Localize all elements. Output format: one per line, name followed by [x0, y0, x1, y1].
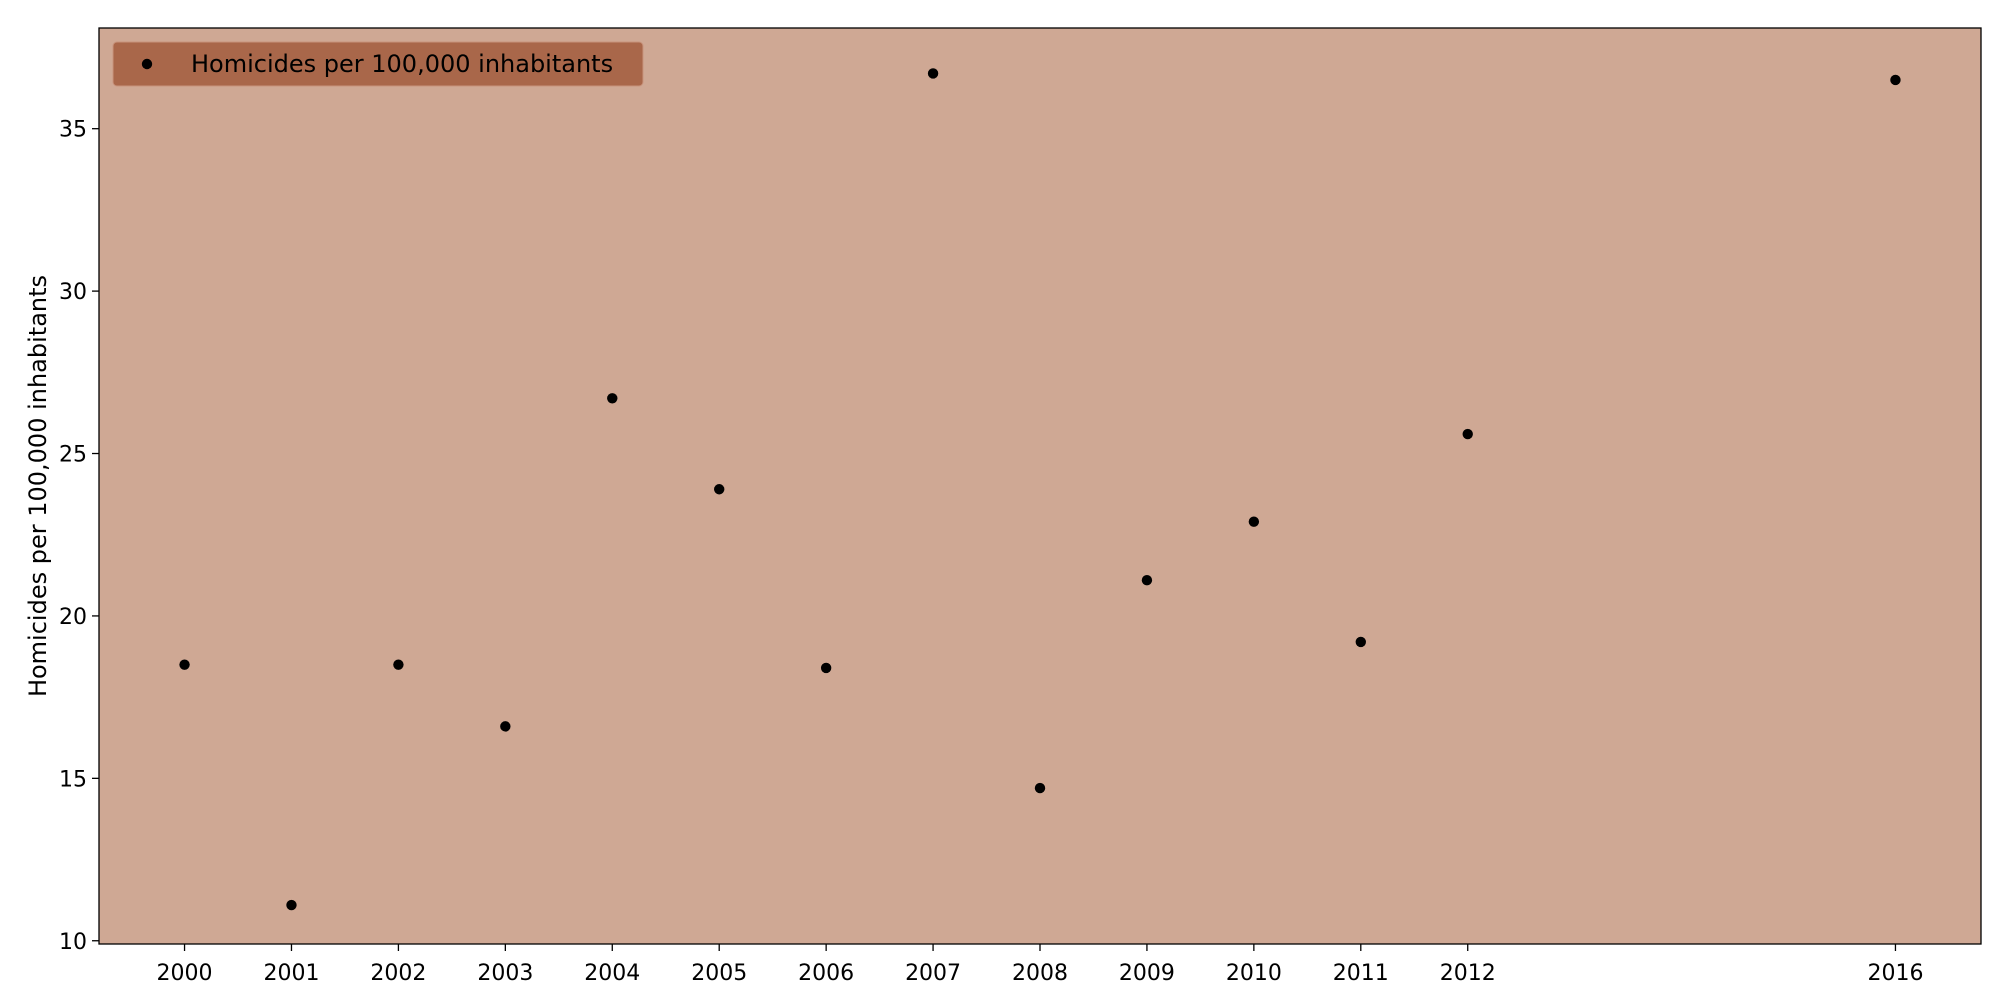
data-point	[286, 899, 297, 911]
y-tick-label: 35	[59, 118, 87, 143]
data-point	[927, 68, 939, 79]
x-tick-label: 2009	[1119, 961, 1175, 986]
data-point	[1355, 636, 1366, 648]
x-tick-label: 2006	[798, 961, 854, 986]
legend: Homicides per 100,000 inhabitants	[112, 41, 644, 87]
x-axis: 2000 2001 2002 2003 2004 2005 2006 2007 2008 2009…	[157, 944, 1923, 986]
y-tick-label: 25	[59, 443, 87, 468]
legend-marker	[141, 58, 153, 70]
x-tick-label: 2001	[263, 961, 319, 986]
data-point	[393, 659, 404, 670]
plot-area	[98, 27, 1982, 945]
data-point	[820, 662, 832, 674]
legend-label: Homicides per 100,000 inhabitants	[191, 50, 613, 78]
x-tick-label: 2005	[691, 961, 747, 986]
y-axis: 10 15 20 25 30 35	[59, 118, 99, 955]
y-axis-label: Homicides per 100,000 inhabitants	[24, 275, 52, 697]
y-tick-label: 30	[59, 280, 87, 305]
data-point	[714, 484, 725, 495]
x-tick-label: 2007	[905, 961, 961, 986]
x-tick-label: 2008	[1012, 961, 1068, 986]
x-tick-label: 2010	[1226, 961, 1282, 986]
data-point	[607, 393, 618, 404]
data-point	[179, 659, 190, 670]
x-tick-label: 2016	[1867, 961, 1923, 986]
y-axis-label-group: Homicides per 100,000 inhabitants	[24, 275, 52, 697]
y-tick-label: 15	[59, 767, 87, 792]
data-point	[1462, 428, 1473, 440]
data-point	[1141, 574, 1153, 586]
data-point	[1248, 516, 1260, 527]
x-tick-label: 2003	[477, 961, 533, 986]
data-point	[1034, 782, 1046, 794]
x-tick-label: 2000	[157, 961, 213, 986]
legend-box	[112, 41, 644, 87]
data-point	[1890, 74, 1901, 86]
x-tick-label: 2002	[370, 961, 426, 986]
data-points	[179, 68, 1901, 911]
x-tick-label: 2004	[584, 961, 640, 986]
x-tick-label: 2012	[1440, 961, 1496, 986]
data-point	[500, 721, 511, 732]
y-tick-label: 10	[59, 930, 87, 955]
x-tick-label: 2011	[1333, 961, 1389, 986]
y-tick-label: 20	[59, 605, 87, 630]
